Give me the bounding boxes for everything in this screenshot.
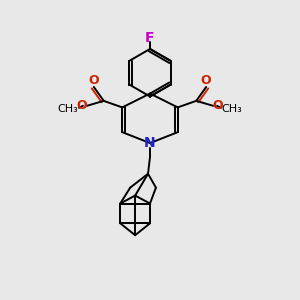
Text: F: F [145, 31, 155, 45]
Text: O: O [213, 99, 224, 112]
Text: CH₃: CH₃ [222, 104, 242, 114]
Text: O: O [76, 99, 87, 112]
Text: CH₃: CH₃ [58, 104, 78, 114]
Text: O: O [88, 74, 99, 87]
Text: O: O [201, 74, 211, 87]
Text: N: N [144, 136, 156, 150]
